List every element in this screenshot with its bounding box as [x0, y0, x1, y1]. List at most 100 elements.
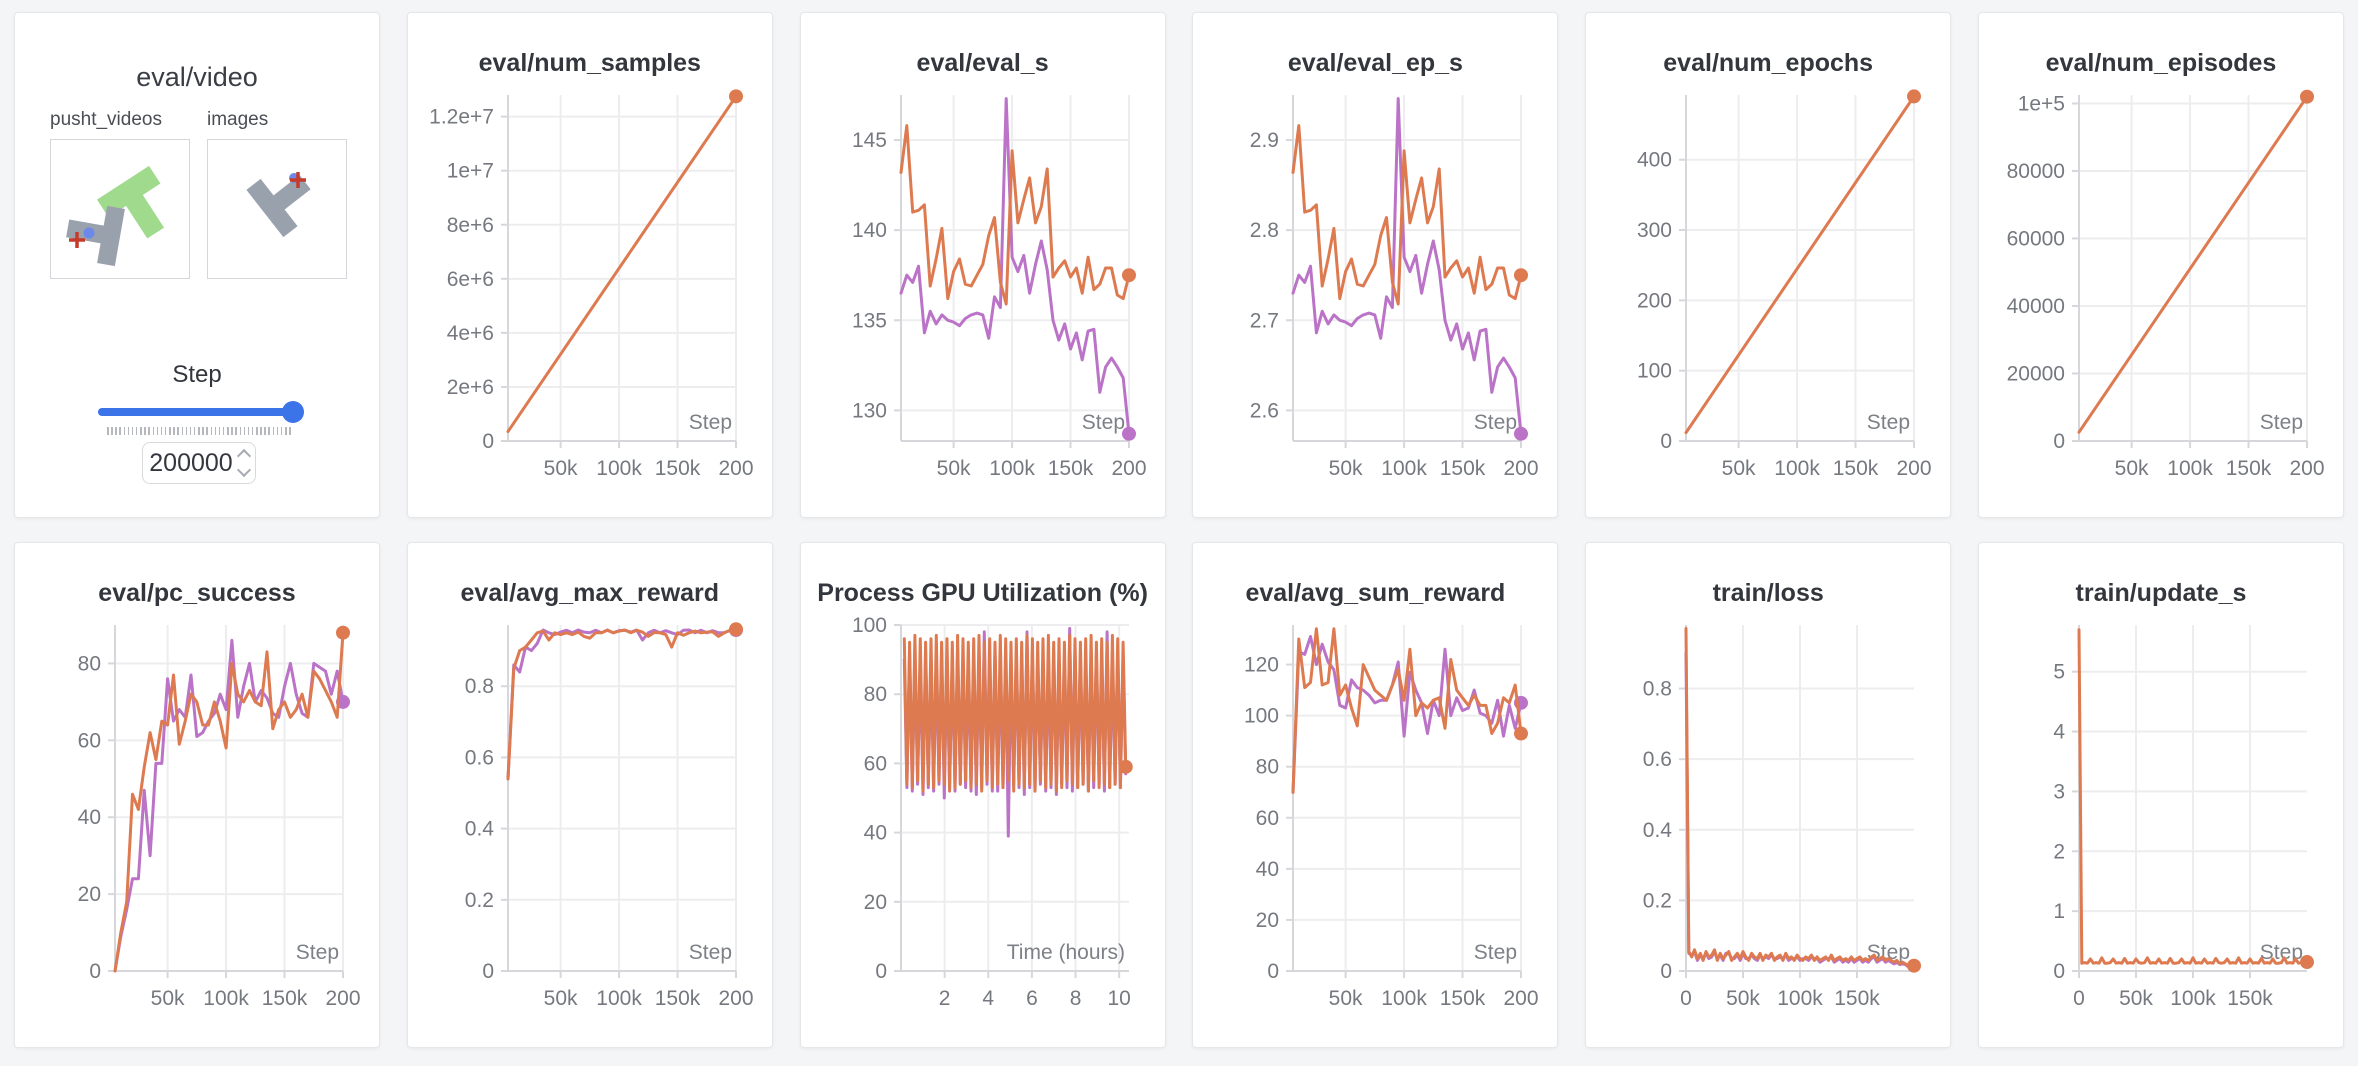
y-tick-label: 2.8	[1250, 219, 1279, 242]
media-item-pusht-videos: pusht_videos	[50, 109, 190, 279]
series-line-orange	[113, 631, 345, 973]
y-tick-label: 8e+6	[446, 214, 493, 237]
media-panel-eval-video[interactable]: eval/video pusht_videos	[14, 12, 380, 518]
y-tick-label: 40000	[2007, 295, 2065, 318]
chart-canvas[interactable]: 50k 100k 150k 200 0 20 40 60 80 Step	[15, 609, 379, 1039]
step-slider-label: Step	[172, 361, 222, 388]
chart-panel-eval_ep_s[interactable]: eval/eval_ep_s 50k 100k 150k 200 2.6 2.7 2.8 2.9…	[1192, 12, 1559, 518]
y-tick-label: 0	[482, 430, 494, 453]
y-tick-label: 80	[78, 652, 101, 675]
chart-title: eval/avg_max_reward	[460, 579, 720, 607]
y-tick-label: 3	[2053, 780, 2065, 803]
series-end-dot-purple	[1514, 426, 1529, 441]
series-end-dot-orange	[1118, 759, 1133, 774]
x-tick-label: 6	[1026, 987, 1038, 1010]
x-tick-label: 0	[2073, 987, 2085, 1010]
chart-canvas[interactable]: 50k 100k 150k 200 0 2e+6 4e+6 6e+6 8e+6 1e+7 1.2e+…	[408, 79, 772, 509]
x-tick-label: 50k	[936, 457, 970, 480]
x-tick-label: 200	[718, 987, 753, 1010]
y-tick-label: 60	[863, 752, 886, 775]
y-tick-label: 2.9	[1250, 129, 1279, 152]
pusht-scene-1	[66, 165, 165, 267]
y-tick-label: 0	[1661, 430, 1673, 453]
x-axis-label: Step	[1474, 411, 1517, 434]
x-tick-label: 150k	[1440, 987, 1486, 1010]
chart-canvas[interactable]: 50k 100k 150k 200 0 0.2 0.4 0.6 0.8 Step	[408, 609, 772, 1039]
y-tick-label: 80	[863, 683, 886, 706]
x-tick-label: 50k	[1329, 457, 1363, 480]
y-tick-label: 5	[2053, 661, 2065, 684]
x-tick-label: 100k	[1382, 987, 1428, 1010]
chart-panel-eval_s[interactable]: eval/eval_s 50k 100k 150k 200 130 135 140 145 Ste…	[799, 12, 1166, 518]
step-slider[interactable]	[98, 401, 304, 423]
gray-t-block	[246, 175, 311, 238]
y-tick-label: 100	[1637, 360, 1672, 383]
chart-canvas[interactable]: 50k 100k 150k 200 0 100 200 300 400 Step	[1586, 79, 1950, 509]
y-tick-label: 4e+6	[446, 322, 493, 345]
chart-canvas[interactable]: 50k 100k 150k 200 0 20 40 60 80 100 120 Step	[1193, 609, 1557, 1039]
y-tick-label: 130	[852, 399, 887, 422]
y-tick-label: 0	[482, 960, 494, 983]
chart-panel-avg_sum_reward[interactable]: eval/avg_sum_reward 50k 100k 150k 200 0 20 40 60…	[1192, 542, 1559, 1048]
x-tick-label: 150k	[1047, 457, 1093, 480]
chart-panel-train_loss[interactable]: train/loss 0 50k 100k 150k 0 0.2 0.4 0.6 0.8 Step	[1585, 542, 1952, 1048]
y-tick-label: 40	[863, 822, 886, 845]
chart-title: eval/num_episodes	[2045, 49, 2277, 77]
x-tick-label: 100k	[989, 457, 1035, 480]
media-item-images: images	[207, 109, 347, 279]
series-line-orange	[1684, 627, 1916, 968]
series-line-orange	[899, 124, 1131, 306]
chart-panel-pc_success[interactable]: eval/pc_success 50k 100k 150k 200 0 20 40 60 80 St…	[14, 542, 380, 1048]
y-tick-label: 0.4	[1643, 819, 1673, 842]
y-tick-label: 2.6	[1250, 399, 1279, 422]
series-end-dot-orange	[336, 625, 350, 640]
chart-panel-train_update_s[interactable]: train/update_s 0 50k 100k 150k 0 1 2 3 4 5 Step	[1977, 542, 2344, 1048]
y-tick-label: 0.8	[1643, 678, 1672, 701]
chart-panel-gpu_util[interactable]: Process GPU Utilization (%) 2 4 6 8 10 0 20 40 60…	[799, 542, 1166, 1048]
y-tick-label: 20	[78, 883, 101, 906]
chart-panel-num_episodes[interactable]: eval/num_episodes 50k 100k 150k 200 0 20000 400…	[1977, 12, 2344, 518]
chart-title: eval/num_samples	[478, 49, 701, 77]
series-line-orange	[902, 633, 1127, 793]
step-input[interactable]: 200000	[142, 442, 256, 484]
chart-canvas[interactable]: 50k 100k 150k 200 130 135 140 145 Step	[801, 79, 1165, 509]
y-tick-label: 100	[1244, 705, 1279, 728]
x-axis-label: Step	[689, 941, 732, 964]
y-tick-label: 20	[863, 891, 886, 914]
x-tick-label: 8	[1069, 987, 1081, 1010]
x-tick-label: 50k	[151, 987, 185, 1010]
step-slider-thumb[interactable]	[282, 401, 304, 423]
images-thumbnail[interactable]	[207, 139, 347, 279]
series-end-dot-orange	[1121, 268, 1136, 283]
chart-canvas[interactable]: 50k 100k 150k 200 0 20000 40000 60000 80000 1e+5 S…	[1979, 79, 2343, 509]
series-end-dot-orange	[2299, 89, 2314, 104]
chart-panel-avg_max_reward[interactable]: eval/avg_max_reward 50k 100k 150k 200 0 0.2 0.4…	[406, 542, 773, 1048]
x-tick-label: 50k	[543, 457, 577, 480]
step-slider-track[interactable]	[98, 408, 300, 416]
y-tick-label: 300	[1637, 219, 1672, 242]
y-tick-label: 0	[1661, 960, 1673, 983]
x-axis-label: Step	[1474, 941, 1517, 964]
y-tick-label: 40	[1256, 858, 1279, 881]
x-tick-label: 200	[718, 457, 753, 480]
chart-panel-num_epochs[interactable]: eval/num_epochs 50k 100k 150k 200 0 100 200 300 4…	[1585, 12, 1952, 518]
y-tick-label: 80000	[2007, 160, 2065, 183]
x-tick-label: 50k	[1726, 987, 1760, 1010]
chart-canvas[interactable]: 50k 100k 150k 200 2.6 2.7 2.8 2.9 Step	[1193, 79, 1557, 509]
pusht-video-thumbnail[interactable]	[50, 139, 190, 279]
stepper-arrows-icon[interactable]	[236, 448, 251, 478]
x-tick-label: 150k	[655, 457, 701, 480]
series-end-dot-purple	[1121, 426, 1136, 441]
y-tick-label: 1.2e+7	[429, 106, 494, 129]
media-panel-title: eval/video	[136, 62, 258, 92]
x-axis-label: Step	[296, 941, 339, 964]
x-tick-label: 150k	[1833, 457, 1879, 480]
series-line-orange	[1291, 627, 1523, 794]
y-tick-label: 60	[78, 729, 101, 752]
chart-canvas[interactable]: 0 50k 100k 150k 0 1 2 3 4 5 Step	[1979, 609, 2343, 1039]
chart-panel-num_samples[interactable]: eval/num_samples 50k 100k 150k 200 0 2e+6 4e+6 6…	[406, 12, 773, 518]
pusht-scene-2	[246, 172, 311, 238]
target-cross-marker	[290, 172, 306, 188]
